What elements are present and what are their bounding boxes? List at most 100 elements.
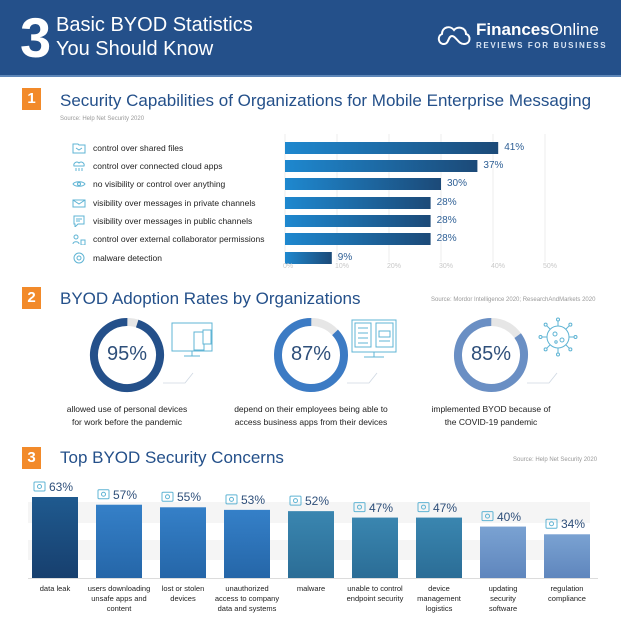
value-label: 28%: [436, 197, 457, 208]
x-tick-label: 20%: [387, 263, 402, 270]
chart-security-capabilities: 0% 10% 20% 30% 40% 50% control over shared fil…: [0, 0, 621, 280]
category-label-line: access to company: [214, 594, 280, 603]
value-label: 40%: [497, 509, 522, 524]
category-label: no visibility or control over anything: [93, 179, 226, 189]
network-icon: [353, 502, 366, 513]
category-label-line: content: [106, 604, 132, 613]
bar: [32, 497, 78, 578]
bar: [285, 142, 499, 154]
connector-line: [163, 372, 194, 384]
bar: [480, 526, 526, 578]
x-tick-label: 40%: [491, 263, 506, 270]
caption-line-1: depend on their employees being able to: [234, 404, 388, 414]
donut-value: 95%: [106, 343, 148, 365]
category-label-line: data and systems: [217, 604, 277, 613]
donut-caption: implemented BYOD because of the COVID-19 …: [401, 403, 581, 429]
bar: [224, 509, 270, 578]
gear-icon: [417, 502, 430, 513]
bar: [288, 511, 334, 578]
category-label-line: endpoint security: [346, 594, 404, 603]
public-message-icon: [73, 215, 85, 227]
bar: [352, 517, 398, 578]
private-message-icon: [72, 199, 86, 208]
category-label-line: device: [428, 584, 450, 593]
category-label-line: compliance: [548, 594, 586, 603]
section-1-badge: 1: [22, 88, 41, 110]
category-label-line: updating: [488, 584, 518, 593]
value-label: 53%: [241, 492, 266, 507]
connector-line: [347, 372, 378, 384]
bar: [96, 504, 142, 578]
category-label-line: management: [417, 594, 461, 603]
section-3-badge: 3: [22, 447, 41, 469]
caption-line-1: implemented BYOD because of: [431, 404, 551, 414]
category-label: malware detection: [93, 253, 162, 263]
category-label: updating security software: [470, 584, 536, 614]
category-label: visibility over messages in private chan…: [93, 198, 256, 208]
category-label: control over connected cloud apps: [93, 161, 223, 171]
bug-icon: [289, 495, 302, 506]
category-label: unauthorized access to company data and sy…: [214, 584, 280, 614]
category-label: users downloading unsafe apps and content: [86, 584, 152, 614]
category-label: control over shared files: [93, 143, 184, 153]
x-tick-label: 30%: [439, 263, 454, 270]
category-label: unable to control endpoint security: [342, 584, 408, 604]
bar: [544, 534, 590, 578]
category-label: regulation compliance: [534, 584, 600, 604]
donut-caption: depend on their employees being able to a…: [221, 403, 401, 429]
bar: [285, 252, 332, 264]
category-label-line: unauthorized: [225, 584, 269, 593]
value-label: 30%: [447, 178, 468, 189]
monitor-settings-icon: [481, 511, 494, 522]
category-label: device management logistics: [406, 584, 472, 614]
section-2-badge: 2: [22, 287, 41, 309]
value-label: 37%: [483, 160, 504, 171]
donut-value: 87%: [290, 343, 332, 365]
caption-line-2: access business apps from their devices: [234, 417, 388, 427]
header-number: 3: [20, 6, 52, 69]
value-label: 57%: [113, 487, 138, 502]
value-label: 9%: [337, 252, 353, 263]
shared-files-icon: [72, 143, 86, 154]
category-label: control over external collaborator permi…: [93, 234, 265, 244]
category-label: visibility over messages in public chann…: [93, 216, 253, 226]
category-label-line: users downloading: [87, 584, 151, 593]
eye-icon: [72, 181, 86, 187]
value-label: 41%: [504, 142, 525, 153]
category-label-line: unsafe apps and: [91, 594, 147, 603]
bar: [160, 507, 206, 578]
logo-tagline: REVIEWS FOR BUSINESS: [476, 41, 608, 50]
category-label-line: devices: [170, 594, 196, 603]
section-2-source: Source: Mordor Intelligence 2020; Resear…: [431, 297, 596, 303]
connector-line: [527, 372, 558, 384]
caption-line-1: allowed use of personal devices: [66, 404, 188, 414]
category-label-line: software: [488, 604, 518, 613]
value-label: 55%: [177, 490, 202, 505]
header-banner: [0, 0, 621, 77]
business-apps-icon: [351, 319, 397, 358]
cloud-apps-icon: [73, 161, 85, 171]
donut-arc: [274, 318, 348, 392]
x-tick-label: 50%: [543, 263, 558, 270]
category-label-line: lost or stolen: [161, 584, 205, 593]
scales-icon: [545, 518, 558, 529]
caption-line-2: for work before the pandemic: [71, 417, 183, 427]
bar: [285, 233, 431, 245]
bar: [285, 215, 431, 227]
page-title: Basic BYOD Statistics You Should Know: [56, 13, 253, 61]
caption-line-2: the COVID-19 pandemic: [444, 417, 538, 427]
category-label: malware: [278, 584, 344, 594]
background-band: [28, 502, 590, 523]
value-label: 47%: [369, 500, 394, 515]
donut-arc: [454, 317, 528, 392]
logo-wordmark: FinancesOnline: [476, 20, 599, 39]
value-label: 28%: [436, 215, 457, 226]
cloud-logo-icon: [437, 26, 471, 46]
download-icon: [97, 489, 110, 500]
category-label-line: malware: [296, 584, 326, 593]
chart-1-svg: [284, 134, 546, 264]
key-icon: [225, 494, 238, 505]
section-2-title: BYOD Adoption Rates by Organizations: [60, 289, 361, 308]
bar: [285, 160, 478, 172]
section-1-title: Security Capabilities of Organizations f…: [60, 91, 592, 110]
